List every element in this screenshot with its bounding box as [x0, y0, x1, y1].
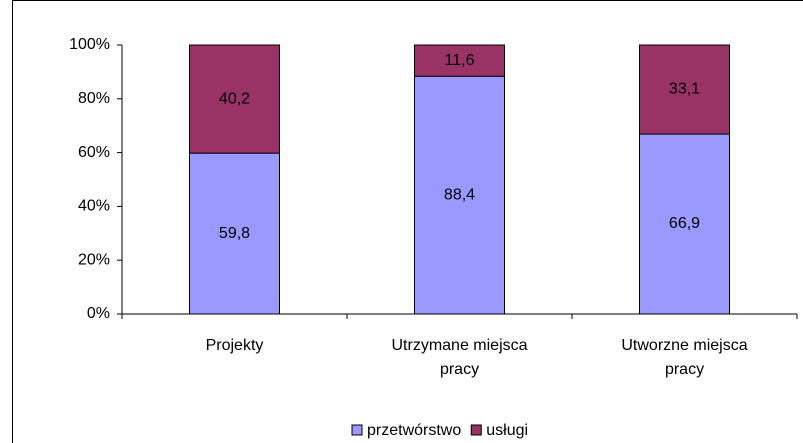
bar-segment — [639, 133, 730, 315]
bar-segment — [414, 44, 505, 77]
value-label: 33,1 — [669, 81, 700, 98]
value-label: 40,2 — [219, 90, 250, 107]
bar-segment — [189, 44, 280, 154]
legend-swatch — [470, 424, 482, 436]
value-label: 59,8 — [219, 225, 250, 242]
y-tick-label: 20% — [78, 251, 110, 268]
bar-segment — [414, 75, 505, 315]
legend-swatch — [351, 424, 363, 436]
legend-label: przetwórstwo — [367, 422, 461, 439]
y-tick-label: 40% — [78, 198, 110, 215]
x-tick-label: Projekty — [206, 337, 264, 354]
value-label: 11,6 — [445, 52, 475, 69]
y-tick-label: 100% — [69, 36, 110, 53]
y-tick-label: 80% — [78, 90, 110, 107]
bar-segment — [639, 44, 730, 135]
x-tick-label: Utworzne miejsca pracy — [621, 337, 747, 378]
value-label: 66,9 — [669, 215, 700, 232]
legend-label: usługi — [486, 422, 528, 439]
bar-segment — [189, 152, 280, 315]
value-label: 88,4 — [444, 186, 475, 203]
y-tick-label: 60% — [78, 144, 110, 161]
y-tick-label: 0% — [87, 305, 110, 322]
x-tick-label: Utrzymane miejsca pracy — [391, 337, 527, 378]
